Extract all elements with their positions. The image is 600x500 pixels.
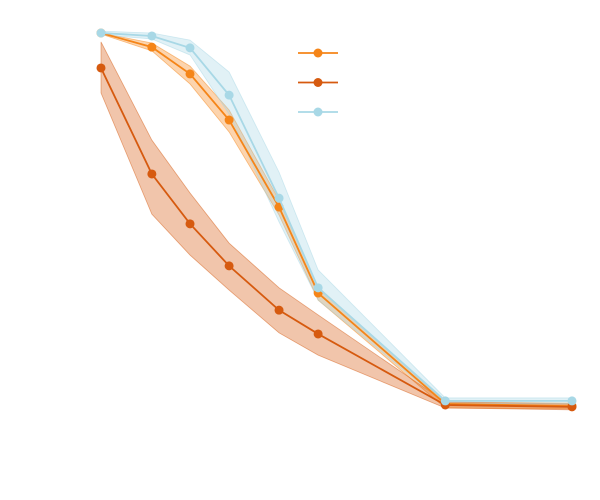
data-point xyxy=(224,90,234,100)
legend-marker xyxy=(313,107,323,117)
data-point xyxy=(147,42,157,52)
series-line xyxy=(100,32,572,402)
data-point xyxy=(440,396,450,406)
data-point xyxy=(313,329,323,339)
confidence-band xyxy=(100,41,573,411)
data-point xyxy=(147,31,157,41)
legend xyxy=(298,48,338,117)
legend-marker xyxy=(313,78,323,87)
data-point xyxy=(147,169,157,179)
series-line xyxy=(100,32,573,408)
data-point xyxy=(96,28,106,38)
data-point xyxy=(313,283,323,293)
data-point xyxy=(274,305,284,315)
data-point xyxy=(224,261,234,271)
data-point xyxy=(185,43,195,53)
data-point xyxy=(224,115,234,125)
data-point xyxy=(185,69,195,79)
data-point xyxy=(185,219,195,229)
data-point xyxy=(96,63,106,73)
legend-marker xyxy=(313,48,323,58)
series-line xyxy=(100,67,573,408)
data-point xyxy=(567,396,577,406)
data-point xyxy=(274,193,284,203)
